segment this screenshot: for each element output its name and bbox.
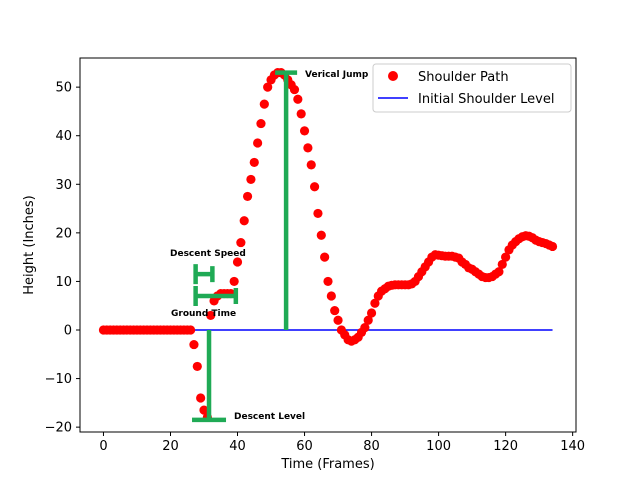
y-tick-label: 30 <box>55 178 72 193</box>
shoulder-path-point <box>236 237 246 248</box>
x-tick-label: 80 <box>363 439 380 454</box>
shoulder-path-point <box>497 259 507 270</box>
shoulder-path-point <box>547 241 558 252</box>
shoulder-path-point <box>360 322 370 333</box>
shoulder-path-point <box>206 310 216 321</box>
shoulder-path-point <box>501 252 511 262</box>
y-axis-ticks: −20 −10 0 10 20 30 40 50 <box>45 81 80 436</box>
shoulder-path-point <box>366 308 377 318</box>
y-tick-label: −20 <box>45 421 72 436</box>
shoulder-path-point <box>333 315 343 325</box>
vertical-jump-label: Verical Jump <box>305 70 369 80</box>
shoulder-path-point <box>320 252 330 262</box>
shoulder-path-point <box>259 99 269 109</box>
x-tick-label: 100 <box>426 439 451 454</box>
shoulder-path-point <box>316 230 326 240</box>
x-tick-label: 0 <box>99 439 107 454</box>
shoulder-path-point <box>242 191 253 202</box>
ground-time-label: Ground Time <box>171 309 236 319</box>
shoulder-path-point <box>299 126 310 136</box>
shoulder-path-point <box>494 267 504 277</box>
y-tick-label: 50 <box>55 81 72 96</box>
shoulder-path-point <box>185 325 196 335</box>
shoulder-path-point <box>263 82 273 92</box>
shoulder-path-point <box>256 118 266 129</box>
shoulder-path-point <box>309 182 320 192</box>
shoulder-path-point <box>229 276 239 287</box>
plot-frame <box>79 57 577 433</box>
points-layer <box>98 67 558 423</box>
shoulder-path-point <box>323 276 333 287</box>
y-tick-label: 10 <box>55 275 72 290</box>
shoulder-path-point <box>192 361 202 372</box>
shoulder-path-point <box>306 160 316 170</box>
shoulder-path-point <box>249 157 259 168</box>
legend: Shoulder Path Initial Shoulder Level <box>372 63 572 113</box>
x-tick-label: 120 <box>493 439 518 454</box>
legend-label-initial-level: Initial Shoulder Level <box>418 92 554 107</box>
y-tick-label: 20 <box>55 226 72 241</box>
shoulder-path-point <box>293 94 303 104</box>
x-tick-label: 20 <box>162 439 179 454</box>
x-axis-ticks: 0 20 40 60 80 100 120 140 <box>99 432 585 454</box>
legend-box <box>372 63 572 113</box>
shoulder-path-point <box>303 143 313 153</box>
x-tick-label: 40 <box>229 439 246 454</box>
y-axis-label: Height (Inches) <box>22 195 37 294</box>
y-tick-label: 0 <box>64 324 72 339</box>
x-tick-label: 60 <box>296 439 313 454</box>
descent-level-label: Descent Level <box>234 412 305 422</box>
shoulder-path-point <box>189 339 199 350</box>
legend-marker-shoulder-path <box>388 71 398 81</box>
shoulder-path-point <box>370 298 380 308</box>
shoulder-path-point <box>246 174 256 185</box>
y-tick-label: 40 <box>55 129 72 144</box>
shoulder-path-point <box>363 315 373 325</box>
shoulder-path-point <box>196 393 206 403</box>
shoulder-path-point <box>232 257 243 267</box>
annotation-layer <box>192 70 298 423</box>
shoulder-path-point <box>289 84 300 95</box>
shoulder-path-point <box>296 109 306 119</box>
legend-label-shoulder-path: Shoulder Path <box>418 70 509 85</box>
shoulder-path-point <box>239 216 249 226</box>
shoulder-path-point <box>253 138 263 148</box>
shoulder-path-point <box>199 405 209 415</box>
shoulder-path-point <box>330 305 340 316</box>
x-tick-label: 140 <box>560 439 585 454</box>
shoulder-path-point <box>313 208 323 219</box>
shoulder-path-point <box>326 291 336 301</box>
y-tick-label: −10 <box>45 372 72 387</box>
x-axis-label: Time (Frames) <box>280 457 374 472</box>
descent-speed-label: Descent Speed <box>170 249 246 259</box>
